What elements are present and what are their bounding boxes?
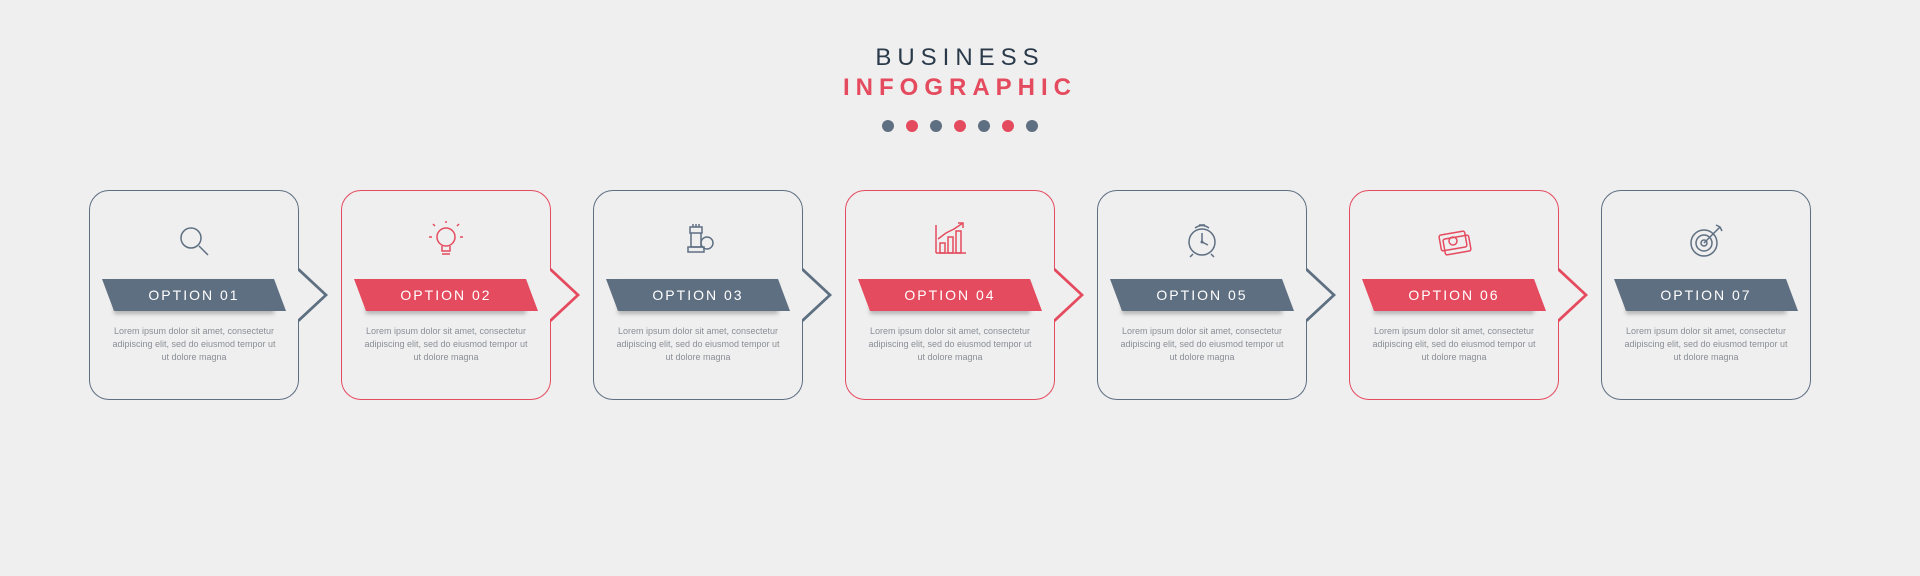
step-arrow-fill — [1052, 269, 1080, 321]
step-arrow-fill — [1304, 269, 1332, 321]
step-description: Lorem ipsum dolor sit amet, consectetur … — [90, 325, 298, 364]
header-dot — [882, 120, 894, 132]
step-label: OPTION 07 — [1626, 279, 1786, 311]
step-label: OPTION 01 — [114, 279, 274, 311]
step: OPTION 07 Lorem ipsum dolor sit amet, con… — [1601, 190, 1831, 400]
title-line-1: BUSINESS — [843, 44, 1077, 72]
step: OPTION 06 Lorem ipsum dolor sit amet, con… — [1349, 190, 1579, 400]
search-icon — [174, 217, 214, 265]
step-arrow-fill — [296, 269, 324, 321]
title-line-2: INFOGRAPHIC — [843, 74, 1077, 102]
step-label: OPTION 03 — [618, 279, 778, 311]
step-label: OPTION 06 — [1374, 279, 1534, 311]
step-card: OPTION 05 Lorem ipsum dolor sit amet, con… — [1097, 190, 1307, 400]
step-description: Lorem ipsum dolor sit amet, consectetur … — [846, 325, 1054, 364]
step-arrow-fill — [1556, 269, 1584, 321]
step-label: OPTION 05 — [1122, 279, 1282, 311]
step-description: Lorem ipsum dolor sit amet, consectetur … — [594, 325, 802, 364]
clock-icon — [1182, 217, 1222, 265]
steps-row: OPTION 01 Lorem ipsum dolor sit amet, con… — [89, 190, 1831, 400]
header-dot — [954, 120, 966, 132]
target-icon — [1686, 217, 1726, 265]
step-label: OPTION 04 — [870, 279, 1030, 311]
money-icon — [1434, 217, 1474, 265]
chess-icon — [678, 217, 718, 265]
step-description: Lorem ipsum dolor sit amet, consectetur … — [1602, 325, 1810, 364]
step: OPTION 02 Lorem ipsum dolor sit amet, con… — [341, 190, 571, 400]
step-card: OPTION 02 Lorem ipsum dolor sit amet, con… — [341, 190, 551, 400]
step-card: OPTION 03 Lorem ipsum dolor sit amet, con… — [593, 190, 803, 400]
lightbulb-icon — [426, 217, 466, 265]
step: OPTION 04 Lorem ipsum dolor sit amet, con… — [845, 190, 1075, 400]
step-description: Lorem ipsum dolor sit amet, consectetur … — [1098, 325, 1306, 364]
step-description: Lorem ipsum dolor sit amet, consectetur … — [342, 325, 550, 364]
step-card: OPTION 07 Lorem ipsum dolor sit amet, con… — [1601, 190, 1811, 400]
step-arrow-fill — [548, 269, 576, 321]
header-dot — [930, 120, 942, 132]
header-dot — [1002, 120, 1014, 132]
step: OPTION 03 Lorem ipsum dolor sit amet, con… — [593, 190, 823, 400]
header: BUSINESS INFOGRAPHIC — [843, 44, 1077, 132]
step: OPTION 01 Lorem ipsum dolor sit amet, con… — [89, 190, 319, 400]
step-label: OPTION 02 — [366, 279, 526, 311]
header-dot — [906, 120, 918, 132]
step: OPTION 05 Lorem ipsum dolor sit amet, con… — [1097, 190, 1327, 400]
step-description: Lorem ipsum dolor sit amet, consectetur … — [1350, 325, 1558, 364]
step-card: OPTION 04 Lorem ipsum dolor sit amet, con… — [845, 190, 1055, 400]
chart-icon — [930, 217, 970, 265]
header-dots — [843, 120, 1077, 132]
step-card: OPTION 06 Lorem ipsum dolor sit amet, con… — [1349, 190, 1559, 400]
header-dot — [978, 120, 990, 132]
step-arrow-fill — [800, 269, 828, 321]
header-dot — [1026, 120, 1038, 132]
step-card: OPTION 01 Lorem ipsum dolor sit amet, con… — [89, 190, 299, 400]
